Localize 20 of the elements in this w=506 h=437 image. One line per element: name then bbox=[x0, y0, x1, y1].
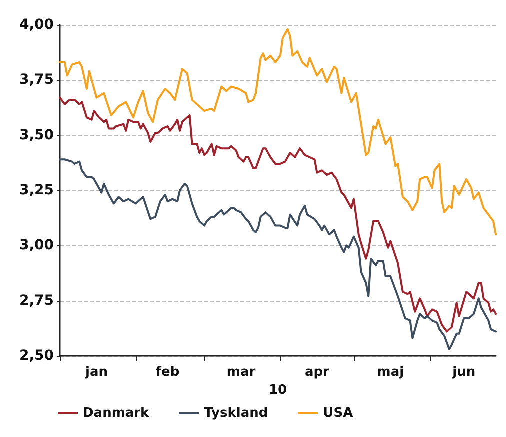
x-tick-label: maj bbox=[377, 365, 404, 380]
x-axis-title: 10 bbox=[268, 383, 288, 398]
legend-label: USA bbox=[323, 406, 354, 421]
y-tick-label: 3,25 bbox=[19, 182, 54, 198]
y-tick-label: 3,50 bbox=[19, 127, 54, 144]
y-tick-label: 2,50 bbox=[19, 348, 54, 364]
legend-label: Tyskland bbox=[204, 406, 268, 421]
legend-label: Danmark bbox=[83, 406, 150, 421]
line-series bbox=[59, 28, 497, 236]
x-tick-label: jan bbox=[84, 365, 108, 380]
x-tick-label: mar bbox=[226, 365, 256, 380]
x-tick-label: jun bbox=[452, 365, 476, 380]
line-series bbox=[59, 96, 497, 333]
x-tick-label: feb bbox=[156, 365, 180, 380]
x-tick-label: apr bbox=[304, 365, 330, 380]
y-tick-label: 4,00 bbox=[19, 17, 54, 33]
y-tick-label: 2,75 bbox=[19, 292, 54, 309]
y-tick-label: 3,00 bbox=[19, 238, 54, 254]
y-tick-label: 3,75 bbox=[19, 72, 54, 88]
line-series bbox=[59, 158, 497, 350]
